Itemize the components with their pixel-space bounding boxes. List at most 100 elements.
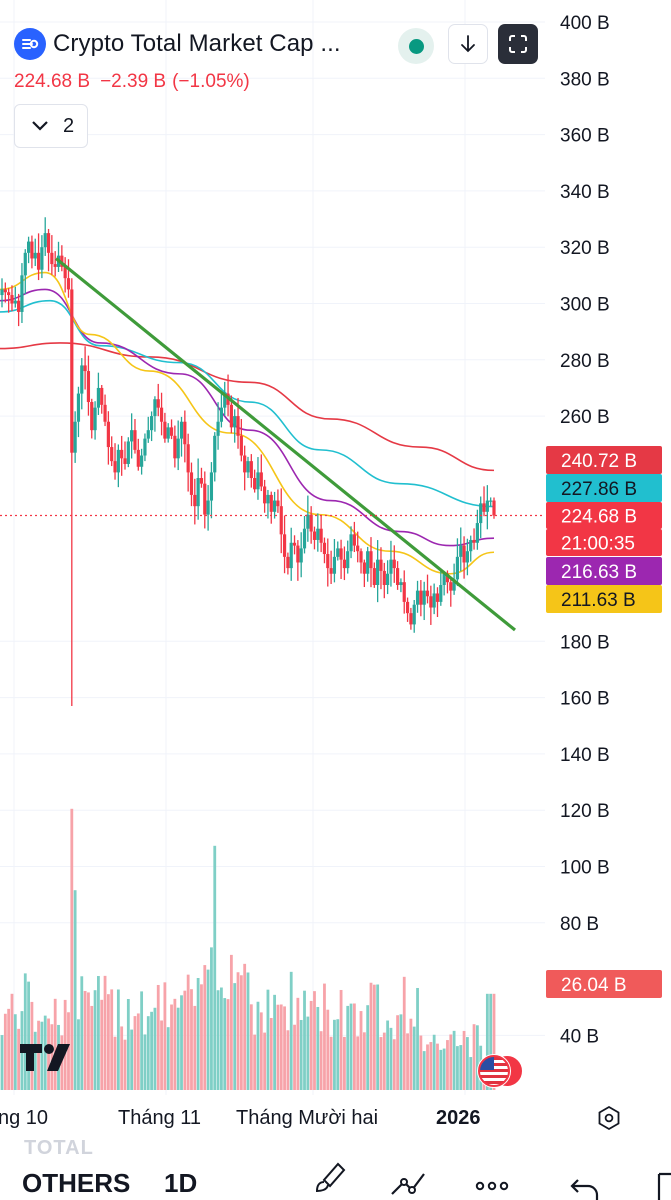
candle-body xyxy=(173,435,177,459)
candle-body xyxy=(259,472,263,487)
volume-bar xyxy=(10,993,14,1090)
volume-bar xyxy=(153,1007,157,1090)
volume-label: 26.04 B xyxy=(561,975,627,996)
volume-bar xyxy=(406,1033,409,1090)
volume-bar xyxy=(146,1016,150,1090)
us-flag-icon[interactable] xyxy=(474,1052,524,1090)
brush-tool-button[interactable] xyxy=(310,1160,350,1200)
price-tick-label: 320 B xyxy=(560,238,610,259)
candle-body xyxy=(110,447,114,462)
volume-bar xyxy=(166,1027,170,1090)
volume-bar xyxy=(77,1019,80,1090)
candle-body xyxy=(156,399,160,408)
candle-body xyxy=(346,551,350,569)
volume-bar xyxy=(399,1014,403,1090)
volume-bar xyxy=(253,1034,257,1090)
volume-bar xyxy=(7,1008,11,1090)
candle-body xyxy=(272,500,277,512)
candle-body xyxy=(10,295,14,304)
market-status-button[interactable] xyxy=(398,28,434,64)
fullscreen-button[interactable] xyxy=(498,24,538,64)
volume-bar xyxy=(43,1015,47,1090)
candle-body xyxy=(199,478,204,484)
symbol-selector[interactable]: OTHERS xyxy=(22,1168,131,1198)
volume-bar xyxy=(243,963,247,1090)
countdown-label: 21:00:35 xyxy=(561,534,635,555)
volume-bar xyxy=(316,1006,320,1090)
volume-bar xyxy=(143,1034,147,1090)
candle-body xyxy=(20,275,24,312)
volume-bar xyxy=(183,990,187,1090)
candle-body xyxy=(17,300,21,312)
candle-body xyxy=(70,289,74,453)
time-axis: ng 10 Tháng 11 Tháng Mười hai 2026 xyxy=(0,1107,481,1129)
volume-bar xyxy=(87,992,90,1090)
volume-bar xyxy=(216,990,220,1090)
volume-bar xyxy=(326,1009,330,1090)
volume-bar xyxy=(442,1048,446,1090)
download-button[interactable] xyxy=(448,24,488,64)
volume-bar xyxy=(170,1004,173,1090)
candle-body xyxy=(492,500,496,516)
indicators-collapse-button[interactable]: 2 xyxy=(14,104,88,148)
candle-body xyxy=(359,551,363,563)
volume-bar xyxy=(429,1042,433,1090)
candle-body xyxy=(76,393,81,422)
candle-body xyxy=(66,278,71,290)
symbol-header[interactable]: Crypto Total Market Cap ... xyxy=(14,28,341,60)
undo-button[interactable] xyxy=(566,1160,606,1200)
more-button[interactable] xyxy=(472,1160,512,1200)
volume-bar xyxy=(299,1019,303,1090)
chart-settings-button[interactable] xyxy=(594,1103,624,1133)
chevron-down-icon xyxy=(32,121,48,131)
symbol-title[interactable]: Crypto Total Market Cap ... xyxy=(53,30,341,57)
candle-body xyxy=(243,455,247,473)
volume-bar xyxy=(203,965,207,1090)
price-tick-label: 300 B xyxy=(560,295,610,316)
candle-body xyxy=(299,548,303,563)
settings-hexagon-icon xyxy=(598,1105,620,1131)
candle-body xyxy=(100,387,104,405)
volume-bar xyxy=(289,971,293,1090)
volume-bar xyxy=(256,1001,260,1090)
candle-body xyxy=(46,233,51,253)
candle-body xyxy=(366,551,370,574)
price-tick-label: 340 B xyxy=(560,182,610,203)
candle-body xyxy=(50,252,54,265)
candle-body xyxy=(23,252,27,276)
candle-body xyxy=(143,438,147,456)
volume-bar xyxy=(90,1005,94,1090)
candle-body xyxy=(442,573,446,585)
candle-body xyxy=(405,601,410,614)
volume-bar xyxy=(60,1035,64,1090)
volume-bar xyxy=(226,999,230,1090)
indicator-count: 2 xyxy=(63,114,75,137)
volume-bar xyxy=(110,989,114,1090)
candle-body xyxy=(239,435,243,456)
candle-body xyxy=(459,545,463,557)
candle-body xyxy=(415,590,420,605)
interval-selector[interactable]: 1D xyxy=(164,1168,198,1198)
ma-red-label-bg xyxy=(546,446,662,474)
redo-button[interactable] xyxy=(640,1160,671,1200)
volume-bar xyxy=(130,1029,134,1090)
tradingview-logo-icon[interactable] xyxy=(18,1040,76,1074)
candle-body xyxy=(236,416,240,436)
volume-bar xyxy=(492,993,496,1090)
volume-bar xyxy=(439,1049,443,1090)
volume-bar xyxy=(313,991,316,1090)
trendline[interactable] xyxy=(54,257,517,632)
candle-body xyxy=(213,435,217,473)
price-tick-label: 280 B xyxy=(560,351,610,372)
drawing-tool-button[interactable] xyxy=(388,1160,428,1200)
undo-icon xyxy=(570,1179,599,1200)
volume-bar xyxy=(459,1045,463,1090)
volume-bar xyxy=(220,987,223,1090)
volume-bar xyxy=(419,1035,423,1090)
candle-body xyxy=(316,528,320,540)
volume-bar xyxy=(269,1017,273,1090)
candle-body xyxy=(472,539,476,543)
candle-body xyxy=(389,559,393,574)
volume-bar xyxy=(466,1037,469,1090)
